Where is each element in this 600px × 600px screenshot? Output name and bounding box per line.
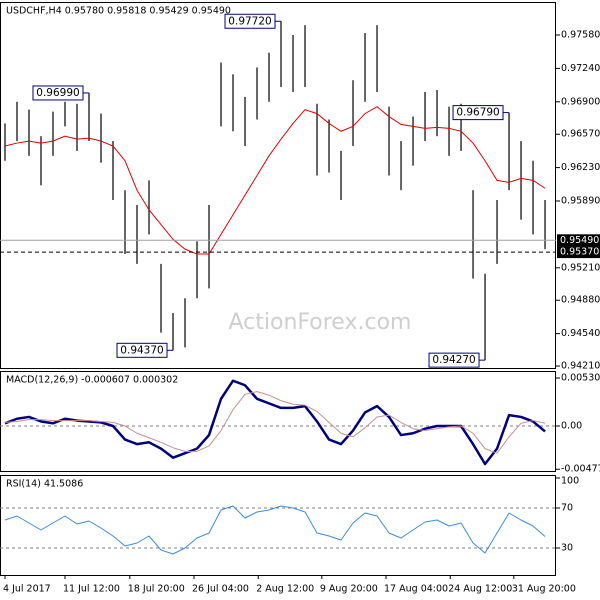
x-tick-label: 17 Aug 04:00 [384, 584, 448, 595]
panel-title: USDCHF,H4 0.95780 0.95818 0.95429 0.9549… [6, 6, 231, 17]
y-tick-label: 0.95210 [561, 262, 600, 273]
annotation-box [32, 85, 84, 101]
y-tick-label: 0.94210 [561, 361, 600, 372]
y-tick-label: 0.96570 [561, 129, 600, 140]
moving-average [4, 106, 546, 255]
y-tick-label: 0.94540 [561, 328, 600, 339]
x-tick-label: 24 Aug 12:00 [448, 584, 512, 595]
y-tick-label: 0.97580 [561, 30, 600, 41]
y-tick-label: 0.97240 [561, 63, 600, 74]
x-tick-label: 9 Aug 20:00 [320, 584, 378, 595]
indicator-line [4, 391, 546, 454]
annotation-label: 0.97720 [228, 15, 271, 27]
y-tick-label: 0.005303 [561, 372, 600, 383]
annotation-box [452, 105, 504, 121]
annotation-label: 0.94270 [432, 354, 475, 366]
annotation-label: 0.96990 [36, 87, 79, 99]
panel-frame [0, 371, 556, 472]
panel-frame [0, 475, 556, 576]
y-tick-label: 0.95890 [561, 196, 600, 207]
y-tick-label: 0.96900 [561, 96, 600, 107]
price-label: 0.95490 [560, 235, 599, 246]
panel-title: MACD(12,26,9) -0.000607 0.000302 [6, 375, 178, 386]
annotation-label: 0.94370 [120, 344, 163, 356]
y-tick-label: 100 [561, 476, 579, 487]
annotation-label: 0.96790 [456, 107, 499, 119]
indicator-line [4, 379, 546, 466]
watermark: ActionForex.com [229, 310, 412, 335]
x-tick-label: 18 Jul 20:00 [128, 584, 185, 595]
y-tick-label: 30 [561, 543, 573, 554]
y-tick-label: 70 [561, 503, 573, 514]
x-tick-label: 2 Aug 12:00 [256, 584, 314, 595]
y-tick-label: 0.00 [561, 421, 582, 432]
annotation-box [116, 342, 168, 358]
annotation-box [428, 352, 480, 368]
y-tick-label: -0.004777 [561, 464, 600, 475]
panel-frame [0, 2, 556, 369]
y-tick-label: 0.94880 [561, 295, 600, 306]
annotation-box [224, 13, 276, 29]
price-label-box [557, 234, 600, 247]
y-tick-label: 0.96230 [561, 162, 600, 173]
x-tick-label: 31 Aug 20:00 [512, 584, 576, 595]
price-label: 0.95370 [560, 247, 599, 258]
x-tick-label: 26 Jul 04:00 [192, 584, 249, 595]
panel-title: RSI(14) 41.5086 [6, 479, 83, 490]
x-tick-label: 4 Jul 2017 [3, 584, 51, 595]
x-tick-label: 11 Jul 12:00 [63, 584, 120, 595]
price-label-box [557, 246, 600, 259]
indicator-line [4, 505, 546, 555]
